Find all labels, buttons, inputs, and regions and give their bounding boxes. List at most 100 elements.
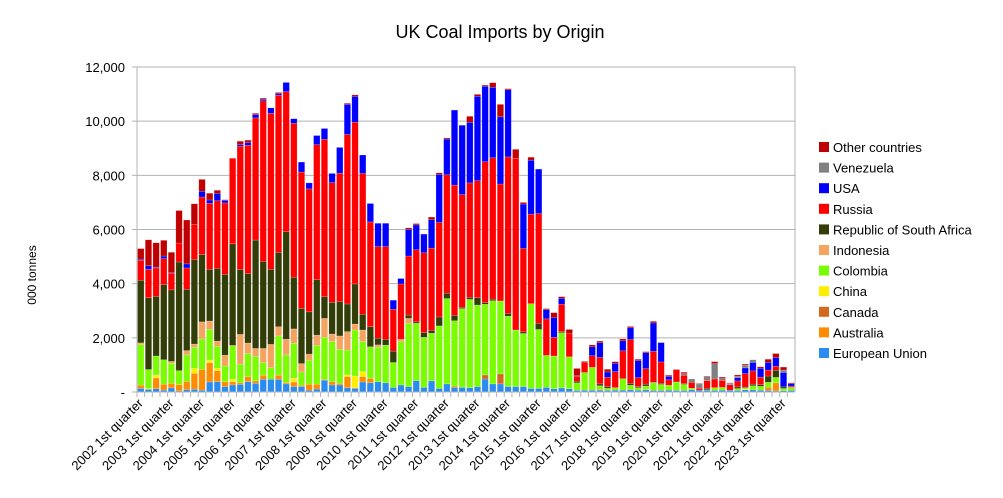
bar-segment-european-union — [336, 384, 344, 393]
bar-segment-colombia — [451, 320, 458, 387]
bars — [137, 82, 795, 393]
bar-segment-other-countries — [634, 358, 642, 361]
bar-segment-other-countries — [213, 189, 221, 194]
bar-segment-european-union — [412, 380, 420, 393]
bar-segment-usa — [206, 199, 214, 204]
bar-segment-colombia — [428, 332, 436, 382]
bar-segment-colombia — [550, 355, 558, 389]
bar-segment-indonesia — [290, 328, 298, 344]
bar-segment-russia — [282, 91, 290, 232]
y-tick-label: - — [121, 385, 125, 400]
bar-segment-usa — [435, 174, 443, 223]
bar-segment-russia — [527, 214, 535, 304]
bar-segment-australia — [313, 383, 321, 390]
bar-segment-usa — [665, 376, 673, 381]
bar-segment-russia — [458, 194, 466, 308]
bar-segment-colombia — [496, 300, 504, 375]
legend-label: Other countries — [833, 140, 922, 155]
bar-segment-colombia — [519, 333, 527, 387]
bar-segment-other-countries — [183, 219, 191, 265]
bar-segment-indonesia — [328, 333, 336, 342]
bar-segment-european-union — [451, 387, 458, 393]
bar-segment-canada — [496, 373, 504, 385]
bar-segment-russia — [236, 146, 244, 270]
bar-segment-usa — [336, 147, 344, 174]
bar-segment-other-countries — [558, 296, 566, 299]
bar-segment-other-countries — [167, 252, 175, 273]
bar-segment-other-countries — [443, 137, 451, 140]
bar-segment-republic-of-south-africa — [627, 383, 634, 386]
bar-segment-colombia — [772, 377, 780, 384]
bar-segment-colombia — [313, 345, 321, 385]
bar-segment-usa — [244, 142, 252, 146]
bar-segment-republic-of-south-africa — [183, 289, 191, 351]
bar-segment-colombia — [535, 329, 543, 389]
bar-segment-colombia — [443, 298, 451, 385]
bar-segment-other-countries — [780, 366, 787, 371]
bar-segment-colombia — [596, 385, 604, 390]
bar-segment-russia — [542, 318, 550, 356]
bar-segment-european-union — [443, 383, 451, 393]
bar-segment-republic-of-south-africa — [504, 313, 512, 317]
bar-segment-usa — [443, 138, 451, 176]
legend-label: Colombia — [833, 264, 889, 279]
legend-swatch — [819, 327, 829, 338]
bar-segment-australia — [764, 386, 772, 391]
bar-segment-colombia — [190, 347, 198, 369]
bar-segment-usa — [267, 107, 275, 114]
bar-segment-indonesia — [213, 340, 221, 347]
bar-segment-russia — [512, 158, 520, 331]
bar-segment-european-union — [382, 382, 390, 393]
bar-segment-russia — [581, 362, 589, 373]
bar-segment-european-union — [298, 386, 305, 393]
bar-segment-russia — [275, 94, 283, 253]
bar-segment-russia — [206, 202, 214, 270]
bar-segment-indonesia — [351, 323, 359, 331]
bar-segment-russia — [451, 184, 458, 316]
bar-segment-other-countries — [474, 94, 481, 97]
bar-segment-indonesia — [305, 353, 313, 361]
bar-segment-republic-of-south-africa — [167, 289, 175, 362]
bar-segment-other-countries — [542, 308, 550, 310]
bar-segment-european-union — [236, 384, 244, 393]
bar-segment-republic-of-south-africa — [443, 292, 451, 299]
bar-segment-european-union — [282, 383, 290, 393]
bar-segment-colombia — [489, 300, 497, 385]
bar-segment-russia — [749, 370, 757, 385]
bar-segment-venezuela — [780, 369, 787, 373]
bar-segment-usa — [198, 191, 206, 198]
bar-segment-european-union — [504, 386, 512, 393]
bar-segment-republic-of-south-africa — [190, 259, 198, 345]
bar-segment-other-countries — [175, 210, 183, 244]
bar-segment-european-union — [420, 387, 428, 393]
bar-segment-russia — [145, 269, 152, 298]
bar-segment-other-countries — [275, 92, 283, 94]
bar-segment-indonesia — [244, 342, 252, 354]
bar-segment-colombia — [565, 356, 573, 389]
bar-segment-indonesia — [282, 338, 290, 356]
legend-item: Republic of South Africa — [819, 222, 973, 237]
bar-segment-republic-of-south-africa — [389, 350, 397, 363]
bar-segment-indonesia — [252, 348, 260, 357]
bar-segment-usa — [734, 377, 742, 382]
bar-segment-russia — [267, 113, 275, 270]
y-tick-label: 6,000 — [92, 223, 125, 238]
bar-segment-colombia — [229, 345, 237, 380]
bar-segment-european-union — [259, 379, 267, 393]
bar-segment-russia — [619, 350, 627, 379]
bar-segment-russia — [336, 172, 344, 302]
bar-segment-other-countries — [772, 353, 780, 358]
bar-segment-european-union — [519, 386, 527, 393]
bar-segment-colombia — [244, 353, 252, 378]
bar-segment-other-countries — [504, 88, 512, 90]
bar-segment-usa — [313, 135, 321, 145]
bar-segment-russia — [351, 122, 359, 285]
bar-segment-usa — [420, 233, 428, 254]
bar-segment-other-countries — [711, 361, 719, 364]
bar-segment-australia — [252, 380, 260, 384]
legend-label: Republic of South Africa — [833, 222, 973, 237]
bar-segment-republic-of-south-africa — [275, 252, 283, 327]
bar-segment-colombia — [542, 355, 550, 388]
bar-segment-republic-of-south-africa — [229, 243, 237, 346]
bar-segment-indonesia — [259, 348, 267, 363]
